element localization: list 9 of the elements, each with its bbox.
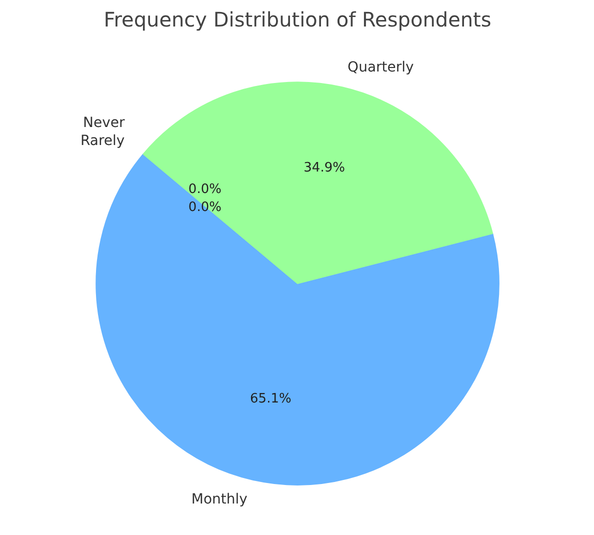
slice-label: Monthly — [191, 491, 248, 508]
text: 0.0% — [188, 200, 222, 215]
category-label: Rarely — [80, 133, 125, 150]
slice-label: Quarterly — [348, 60, 414, 76]
category-label: Never — [82, 115, 125, 132]
data-label: 65.1% — [250, 392, 292, 407]
data-label: 34.9% — [304, 160, 345, 176]
text: 0.0% — [188, 182, 222, 197]
chart-title: Frequency Distribution of Respondents — [104, 8, 492, 32]
